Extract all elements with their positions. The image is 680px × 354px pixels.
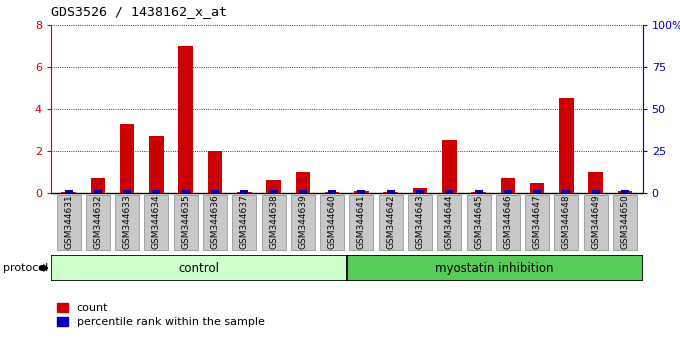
Bar: [296, 172, 310, 193]
Text: GSM344631: GSM344631: [64, 195, 73, 250]
Bar: [416, 190, 424, 193]
Bar: [267, 180, 281, 193]
Bar: [413, 188, 427, 193]
Bar: [123, 190, 131, 193]
Bar: [354, 191, 369, 193]
Text: myostatin inhibition: myostatin inhibition: [435, 262, 554, 275]
Bar: [152, 190, 160, 193]
Bar: [384, 192, 398, 193]
Bar: [592, 190, 600, 193]
Text: GDS3526 / 1438162_x_at: GDS3526 / 1438162_x_at: [51, 5, 227, 18]
Text: GSM344645: GSM344645: [474, 195, 483, 249]
Text: control: control: [178, 262, 220, 275]
Bar: [325, 192, 339, 193]
FancyBboxPatch shape: [320, 195, 344, 250]
Bar: [94, 190, 102, 193]
Bar: [90, 178, 105, 193]
Bar: [621, 190, 629, 193]
FancyBboxPatch shape: [86, 195, 110, 250]
FancyBboxPatch shape: [613, 195, 637, 250]
FancyBboxPatch shape: [350, 195, 373, 250]
FancyBboxPatch shape: [115, 195, 139, 250]
Text: GSM344638: GSM344638: [269, 195, 278, 250]
Bar: [559, 98, 574, 193]
Bar: [533, 190, 541, 193]
Bar: [299, 190, 307, 193]
FancyBboxPatch shape: [583, 195, 608, 250]
Text: GSM344634: GSM344634: [152, 195, 161, 249]
Bar: [387, 190, 395, 193]
Bar: [617, 191, 632, 193]
Text: GSM344644: GSM344644: [445, 195, 454, 249]
FancyBboxPatch shape: [347, 255, 643, 281]
Text: GSM344633: GSM344633: [122, 195, 132, 250]
Bar: [65, 190, 73, 193]
FancyBboxPatch shape: [144, 195, 169, 250]
Bar: [504, 190, 512, 193]
Text: GSM344647: GSM344647: [532, 195, 542, 249]
Bar: [358, 190, 365, 193]
Text: GSM344632: GSM344632: [93, 195, 103, 249]
FancyBboxPatch shape: [437, 195, 461, 250]
Bar: [588, 172, 603, 193]
Text: GSM344639: GSM344639: [299, 195, 307, 250]
Text: GSM344640: GSM344640: [328, 195, 337, 249]
FancyBboxPatch shape: [496, 195, 520, 250]
Text: GSM344637: GSM344637: [240, 195, 249, 250]
Bar: [530, 183, 545, 193]
FancyBboxPatch shape: [525, 195, 549, 250]
Text: GSM344650: GSM344650: [621, 195, 630, 250]
Bar: [475, 190, 483, 193]
Bar: [442, 141, 457, 193]
Legend: count, percentile rank within the sample: count, percentile rank within the sample: [56, 303, 265, 327]
Bar: [211, 190, 219, 193]
FancyBboxPatch shape: [233, 195, 256, 250]
Bar: [500, 178, 515, 193]
FancyBboxPatch shape: [466, 195, 490, 250]
FancyBboxPatch shape: [173, 195, 198, 250]
Bar: [240, 190, 248, 193]
Text: GSM344641: GSM344641: [357, 195, 366, 249]
Bar: [562, 190, 571, 193]
FancyBboxPatch shape: [554, 195, 579, 250]
FancyBboxPatch shape: [408, 195, 432, 250]
FancyBboxPatch shape: [291, 195, 315, 250]
Text: GSM344648: GSM344648: [562, 195, 571, 249]
Bar: [120, 124, 135, 193]
Bar: [149, 136, 164, 193]
FancyBboxPatch shape: [51, 255, 347, 281]
Text: protocol: protocol: [3, 263, 49, 273]
FancyBboxPatch shape: [56, 195, 80, 250]
Text: GSM344643: GSM344643: [415, 195, 424, 249]
Bar: [269, 190, 277, 193]
Text: GSM344646: GSM344646: [503, 195, 512, 249]
Bar: [328, 190, 336, 193]
Bar: [207, 151, 222, 193]
FancyBboxPatch shape: [379, 195, 403, 250]
Text: GSM344636: GSM344636: [211, 195, 220, 250]
Text: GSM344642: GSM344642: [386, 195, 395, 249]
Text: GSM344649: GSM344649: [591, 195, 600, 249]
Bar: [61, 192, 76, 193]
FancyBboxPatch shape: [262, 195, 286, 250]
Text: GSM344635: GSM344635: [182, 195, 190, 250]
FancyBboxPatch shape: [203, 195, 227, 250]
Bar: [471, 192, 486, 193]
Bar: [178, 46, 193, 193]
Bar: [182, 190, 190, 193]
Bar: [445, 190, 454, 193]
Bar: [237, 192, 252, 193]
